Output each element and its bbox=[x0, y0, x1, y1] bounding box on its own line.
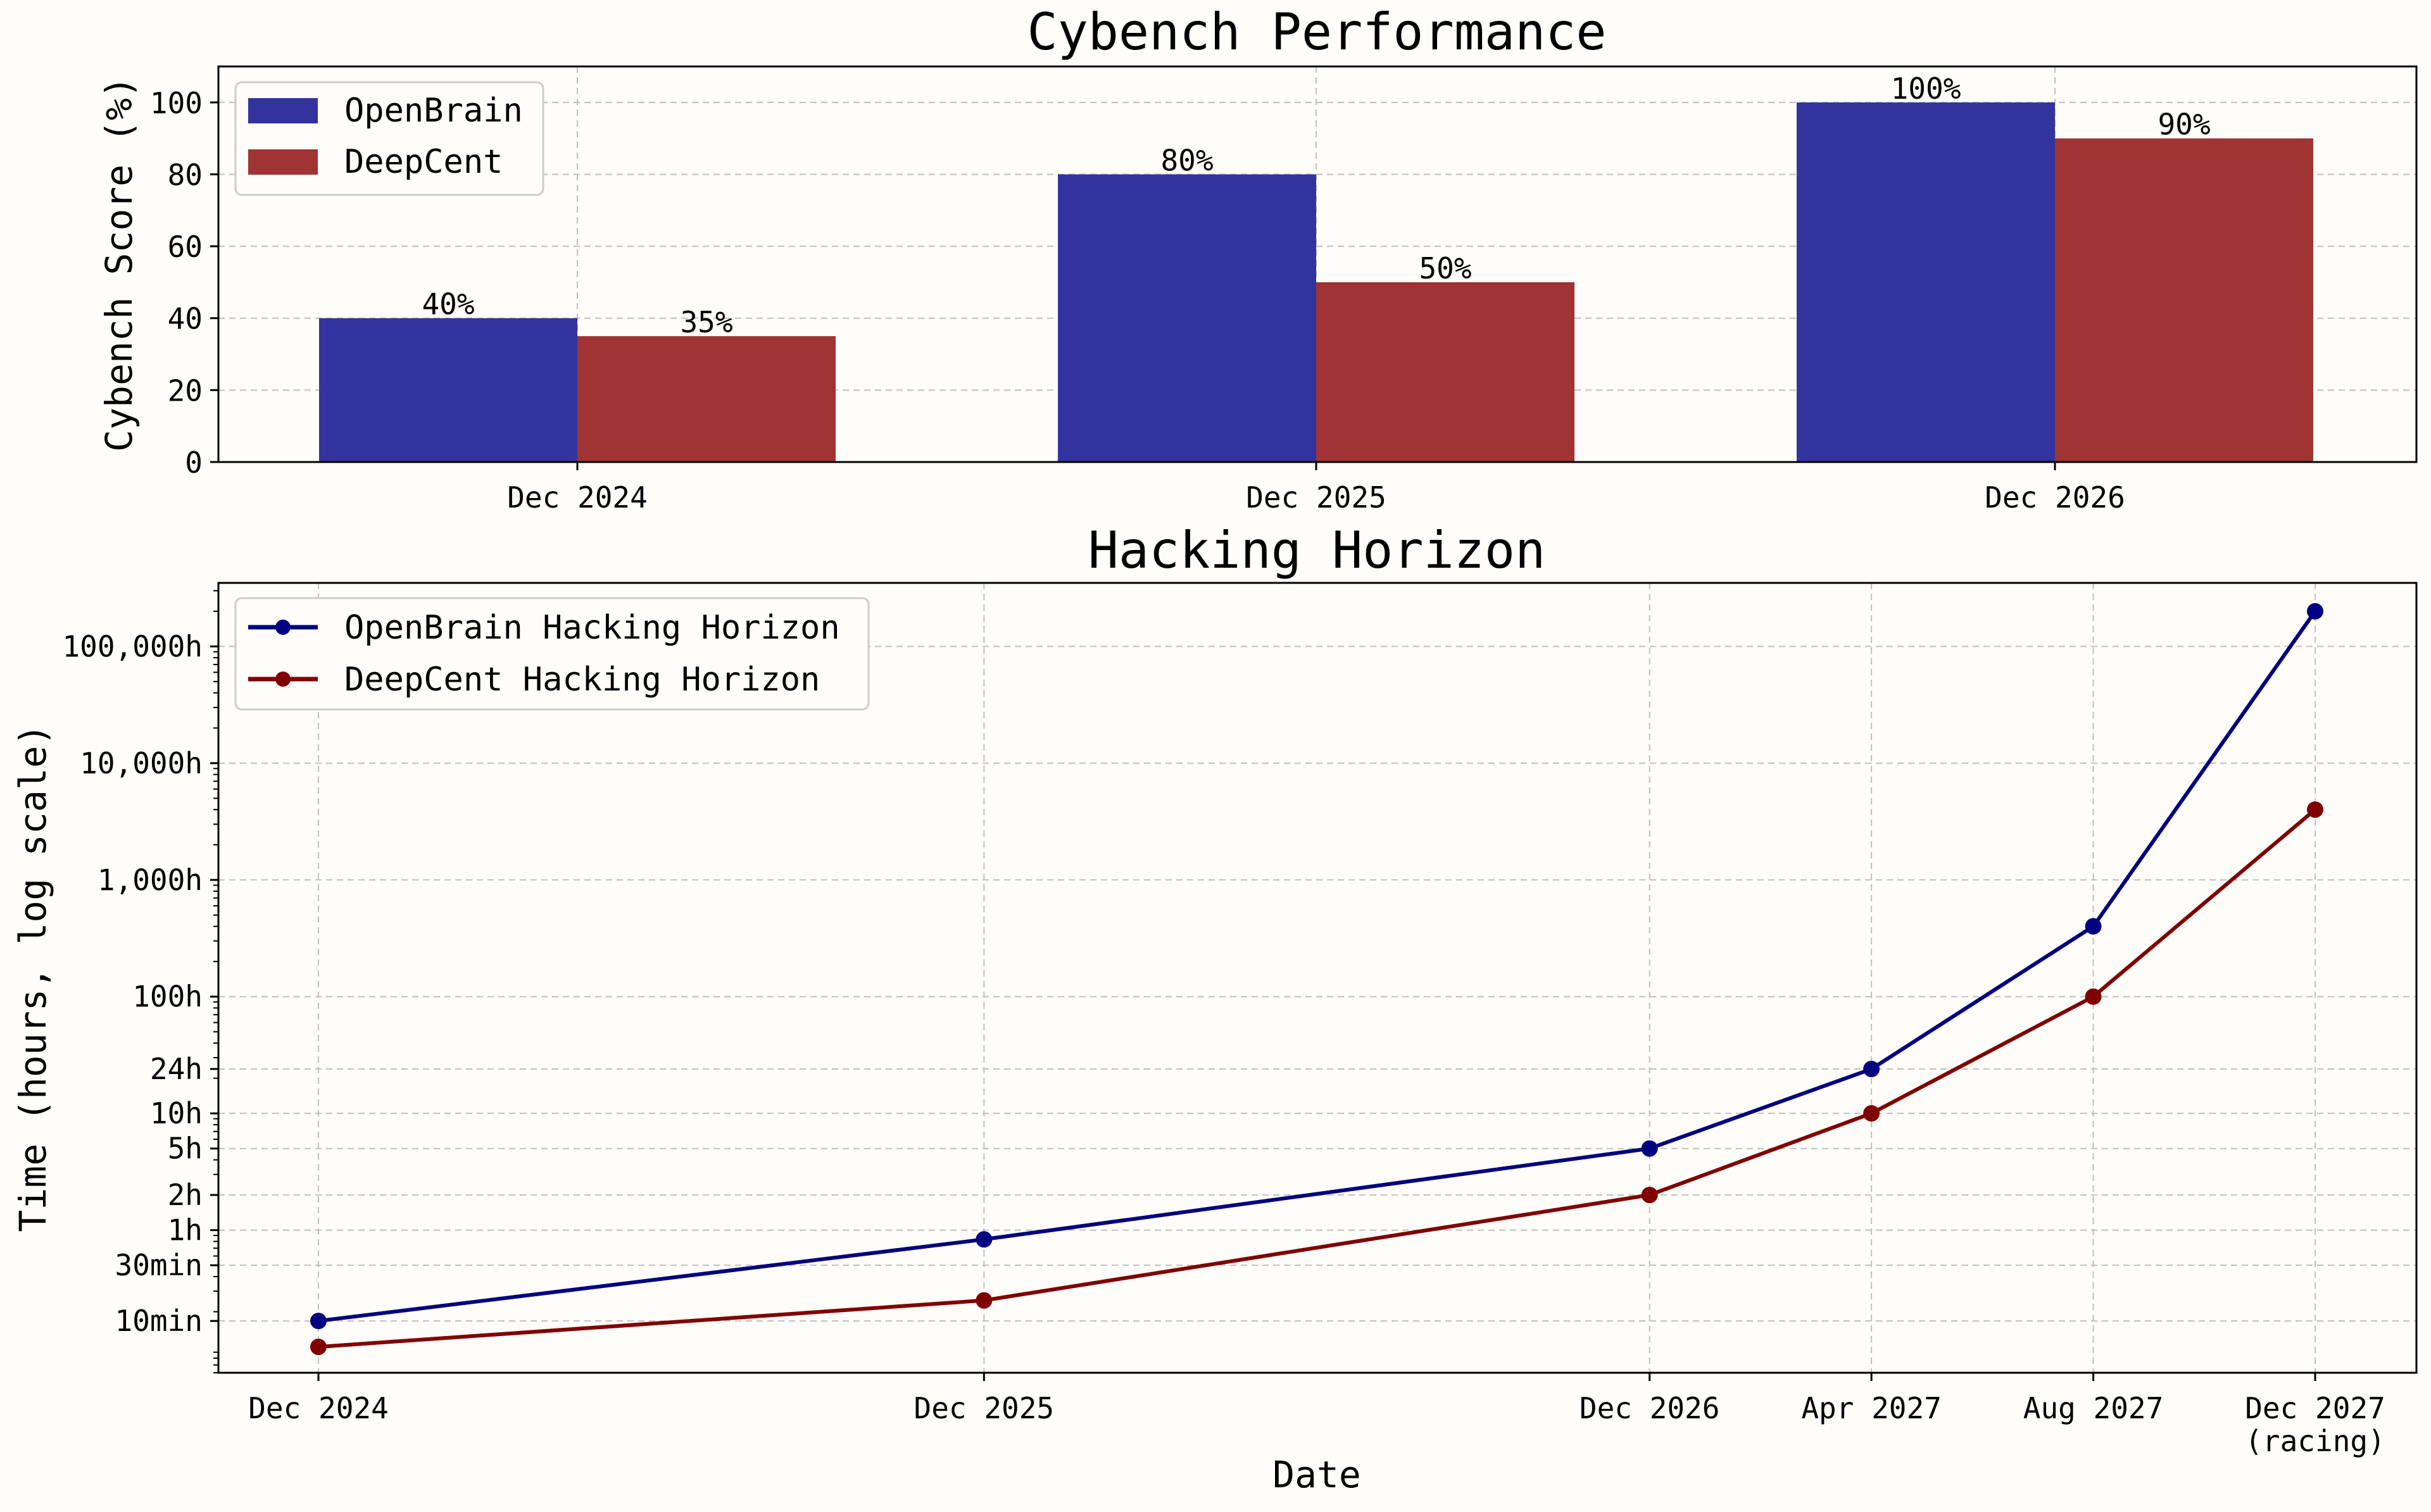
x-tick-label: Apr 2027 bbox=[1801, 1391, 1942, 1425]
x-tick-label: Aug 2027 bbox=[2023, 1391, 2164, 1425]
point-deepcent-hacking-horizon-2027-12 bbox=[2307, 801, 2323, 818]
hacking-horizon-chart: Hacking Horizon 10min30min1h2h5h10h24h10… bbox=[11, 521, 2418, 1496]
bar-label-openbrain: 100% bbox=[1891, 72, 1961, 106]
bar-openbrain-dec-2025 bbox=[1058, 174, 1316, 462]
series-lines bbox=[318, 610, 2317, 1349]
legend-marker-deepcent bbox=[275, 672, 291, 687]
line-deepcent-hacking-horizon bbox=[318, 808, 2316, 1349]
y-tick-label: 10,000h bbox=[80, 746, 203, 780]
chart-title: Cybench Performance bbox=[1027, 3, 1606, 61]
point-openbrain-hacking-horizon-2027-12 bbox=[2307, 603, 2323, 620]
legend-label-deepcent: DeepCent Hacking Horizon bbox=[344, 661, 820, 699]
point-openbrain-hacking-horizon-2024-12 bbox=[310, 1313, 327, 1330]
legend-label-openbrain: OpenBrain bbox=[344, 92, 523, 130]
legend-swatch-deepcent bbox=[248, 149, 318, 175]
point-deepcent-hacking-horizon-2027-04 bbox=[1863, 1105, 1880, 1122]
x-tick-label: Dec 2026 bbox=[1580, 1391, 1720, 1425]
y-tick-label: 100 bbox=[150, 86, 203, 120]
x-tick-label: Dec 2026 bbox=[1985, 480, 2125, 515]
point-deepcent-hacking-horizon-2025-12 bbox=[976, 1292, 993, 1309]
point-openbrain-hacking-horizon-2027-04 bbox=[1863, 1061, 1880, 1078]
x-tick-label: Dec 2025 bbox=[1246, 480, 1386, 515]
chart-title: Hacking Horizon bbox=[1088, 521, 1545, 580]
y-tick-label: 100,000h bbox=[62, 629, 203, 663]
x-tick-label: Dec 2024 bbox=[248, 1391, 389, 1425]
y-tick-label: 10h bbox=[150, 1096, 203, 1130]
series-points bbox=[310, 603, 2323, 1356]
bar-openbrain-dec-2024 bbox=[319, 318, 577, 462]
legend-label-deepcent: DeepCent bbox=[344, 143, 503, 181]
y-tick-label: 20 bbox=[168, 373, 203, 408]
legend-swatch-openbrain bbox=[248, 98, 318, 123]
legend: OpenBrain Hacking Horizon DeepCent Hacki… bbox=[234, 597, 870, 711]
point-deepcent-hacking-horizon-2027-08 bbox=[2085, 988, 2102, 1005]
y-axis-label: Cybench Score (%) bbox=[97, 76, 141, 452]
plot-frame bbox=[217, 65, 2418, 463]
y-tick-label: 80 bbox=[168, 158, 203, 192]
point-deepcent-hacking-horizon-2026-12 bbox=[1641, 1187, 1658, 1204]
point-openbrain-hacking-horizon-2025-12 bbox=[976, 1231, 993, 1248]
legend-box bbox=[234, 597, 870, 711]
y-tick-label: 100h bbox=[132, 980, 203, 1014]
x-axis-ticks: Dec 2024 Dec 2025 Dec 2026 Apr 2027 Aug 2027… bbox=[248, 1373, 2385, 1458]
y-tick-label: 40 bbox=[168, 302, 203, 336]
y-tick-label: 0 bbox=[185, 446, 203, 480]
point-openbrain-hacking-horizon-2027-08 bbox=[2085, 918, 2102, 935]
x-axis-label: Date bbox=[1272, 1453, 1361, 1496]
x-tick-label: Dec 2025 bbox=[914, 1391, 1055, 1425]
plot-frame bbox=[217, 582, 2418, 1374]
bar-label-openbrain: 80% bbox=[1160, 143, 1213, 177]
bar-label-deepcent: 50% bbox=[1419, 251, 1471, 285]
point-openbrain-hacking-horizon-2026-12 bbox=[1641, 1140, 1658, 1157]
bar-label-deepcent: 90% bbox=[2158, 108, 2210, 142]
y-tick-label: 2h bbox=[168, 1178, 203, 1212]
y-tick-label: 60 bbox=[168, 230, 203, 264]
y-axis-ticks: 0 20 40 60 80 100 bbox=[150, 86, 218, 480]
bar-label-deepcent: 35% bbox=[680, 305, 732, 339]
y-tick-label: 1h bbox=[168, 1213, 203, 1247]
bar-deepcent-dec-2026 bbox=[2055, 138, 2313, 463]
y-tick-label: 10min bbox=[115, 1304, 203, 1338]
x-axis-ticks: Dec 2024 Dec 2025 Dec 2026 bbox=[507, 462, 2125, 515]
x-tick-label: Dec 2027 bbox=[2245, 1391, 2385, 1425]
x-tick-label: (racing) bbox=[2245, 1424, 2385, 1458]
bar-deepcent-dec-2025 bbox=[1316, 282, 1574, 462]
bars bbox=[319, 102, 2313, 463]
legend-marker-openbrain bbox=[275, 620, 291, 635]
y-tick-label: 30min bbox=[115, 1248, 203, 1282]
bar-value-labels: 40% 80% 100% 35% 50% 90% bbox=[422, 72, 2210, 339]
bar-label-openbrain: 40% bbox=[422, 287, 474, 322]
bar-openbrain-dec-2026 bbox=[1797, 102, 2055, 462]
y-axis-label: Time (hours, log scale) bbox=[11, 723, 54, 1232]
cybench-chart: Cybench Performance 40%80%100%35%50%90% … bbox=[97, 3, 2418, 515]
y-tick-label: 24h bbox=[150, 1052, 203, 1086]
bar-deepcent-dec-2024 bbox=[577, 336, 836, 462]
legend: OpenBrain DeepCent bbox=[234, 81, 544, 196]
x-tick-label: Dec 2024 bbox=[507, 480, 648, 515]
y-tick-label: 5h bbox=[168, 1132, 203, 1166]
y-tick-label: 1,000h bbox=[97, 863, 203, 897]
point-deepcent-hacking-horizon-2024-12 bbox=[310, 1339, 327, 1356]
legend-label-openbrain: OpenBrain Hacking Horizon bbox=[344, 609, 840, 647]
line-openbrain-hacking-horizon bbox=[318, 610, 2317, 1323]
